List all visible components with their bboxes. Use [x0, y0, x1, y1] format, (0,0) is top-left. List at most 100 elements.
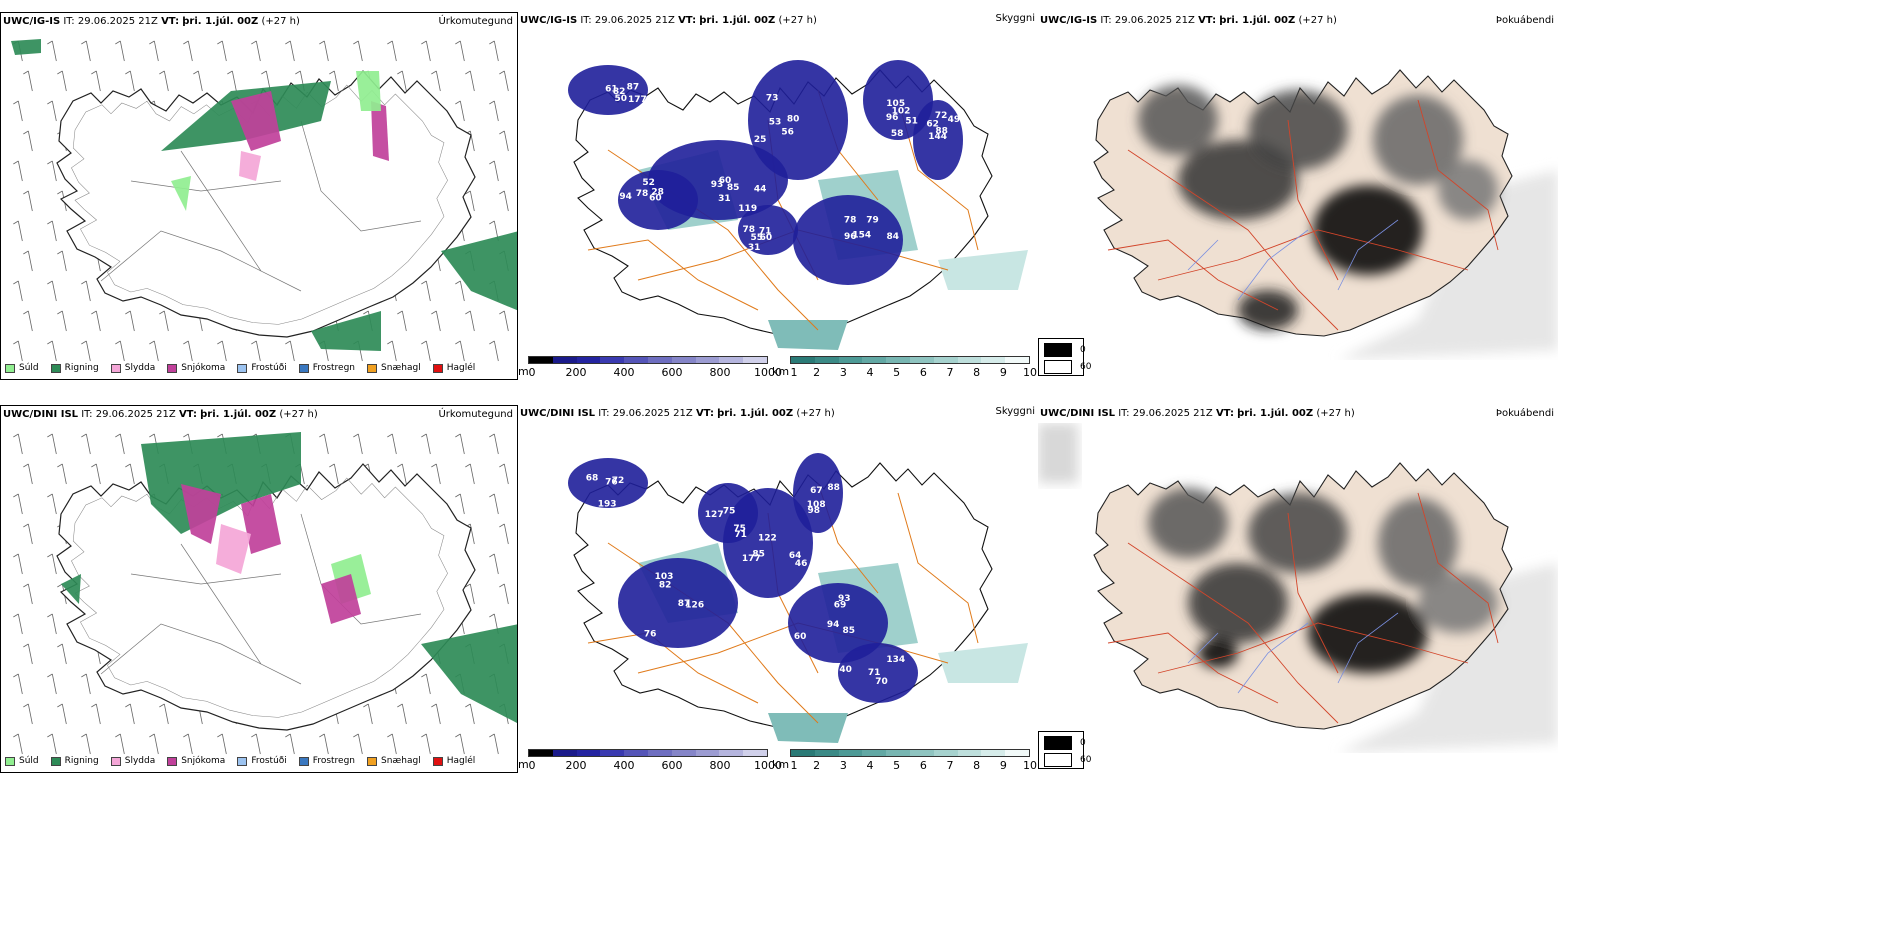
panel-label: Úrkomutegund	[438, 409, 513, 420]
fog-key: 0 60	[1038, 338, 1091, 376]
fog-key: 0 60	[1038, 731, 1091, 769]
legend-label: Snjókoma	[181, 756, 226, 766]
colorbar-cell	[552, 357, 577, 363]
legend-label: Haglél	[446, 756, 476, 766]
legend-swatch	[50, 756, 61, 766]
legend-item: Frostúði	[237, 756, 287, 766]
colorbar-cell	[933, 750, 958, 756]
colorbar-tick: 9	[999, 759, 1007, 772]
panel-label: Úrkomutegund	[438, 16, 513, 27]
panel-label: Þokuábendi	[1495, 15, 1554, 26]
legend-label: Rigning	[64, 363, 99, 373]
cloud-value-label: 53	[769, 118, 782, 128]
cloud-panel-bottom: UWC/DINI ISL IT: 29.06.2025 21Z VT: þri.…	[518, 405, 1038, 775]
colorbar-tick: 6	[919, 759, 927, 772]
legend-swatch	[167, 756, 178, 766]
colorbar-cell	[576, 357, 601, 363]
legend-swatch	[298, 363, 309, 373]
cloud-value-label: 122	[758, 534, 777, 544]
cloud-value-label: 85	[752, 549, 765, 559]
cloud-value-label: 80	[787, 114, 800, 124]
colorbar-cell	[791, 750, 815, 756]
fog-map	[1038, 423, 1558, 753]
precip-legend: Súld Rigning Slydda Snjókoma Frostúði Frostre…	[5, 363, 475, 373]
legend-item: Haglél	[432, 756, 476, 766]
cloud-value-label: 62	[926, 120, 939, 130]
colorbar-tick: 4	[866, 759, 874, 772]
ceiling-colorbar: m 0 200 400 600 800 1000	[518, 354, 782, 379]
colorbar-cell	[1005, 357, 1029, 363]
colorbar-unit: km	[772, 758, 790, 771]
colorbar-cell	[886, 357, 910, 363]
visibility-colorbar: km 1 2 3 4 5 6 7 8 9 10	[772, 354, 1037, 379]
legend-item: Súld	[5, 363, 39, 373]
colorbar-cell	[600, 750, 625, 756]
legend-item: Súld	[5, 756, 39, 766]
panel-label: Skyggni	[995, 406, 1035, 417]
legend-label: Snæhagl	[381, 756, 421, 766]
cloud-value-label: 88	[935, 126, 948, 136]
cloud-map: 87 85 69 75 40 76 108 82 64 60 75 70 68 88 76 122 85 127 1…	[568, 453, 1028, 743]
cloud-value-label: 72	[612, 476, 625, 486]
legend-item: Haglél	[432, 363, 475, 373]
cloud-value-label: 40	[839, 665, 852, 675]
legend-swatch	[50, 363, 61, 373]
cloud-value-label: 49	[948, 115, 961, 125]
fog-key-low: 0	[1080, 738, 1086, 748]
colorbar-cell	[576, 750, 601, 756]
legend-item: Snjókoma	[167, 363, 225, 373]
colorbar-tick: 600	[661, 366, 683, 379]
colorbar-tick: 800	[709, 759, 731, 772]
cloud-value-label: 31	[748, 243, 761, 253]
cloud-value-label: 96	[844, 232, 857, 242]
cloud-value-label: 78	[743, 225, 756, 235]
legend-label: Frostúði	[251, 363, 287, 373]
colorbar-tick: 1000	[754, 759, 782, 772]
colorbar-tick: 0	[528, 759, 536, 772]
cloud-value-label: 98	[808, 506, 821, 516]
cloud-value-label: 88	[827, 483, 840, 493]
colorbar-cell	[909, 750, 934, 756]
cloud-value-label: 68	[586, 473, 599, 483]
precip-panel-bottom: UWC/DINI ISL IT: 29.06.2025 21Z VT: þri.…	[0, 405, 518, 773]
colorbar-strip	[790, 749, 1030, 757]
colorbar-cell	[1005, 750, 1029, 756]
cloud-value-label: 51	[905, 116, 918, 126]
panel-title: UWC/IG-IS IT: 29.06.2025 21Z VT: þri. 1.…	[1040, 15, 1337, 26]
colorbar-tick: 2	[813, 759, 821, 772]
cloud-value-label: 82	[613, 87, 626, 97]
colorbar-strip	[790, 356, 1030, 364]
cloud-value-label: 71	[734, 530, 747, 540]
cloud-value-label: 75	[723, 506, 736, 516]
cloud-value-label: 94	[827, 620, 840, 630]
colorbar-cell	[957, 750, 982, 756]
cloud-value-label: 119	[738, 204, 757, 214]
cloud-value-label: 84	[887, 232, 900, 242]
cloud-value-label: 105	[886, 99, 905, 109]
legend-item: Frostregn	[298, 363, 356, 373]
fog-key-high-swatch	[1044, 753, 1072, 767]
fog-panel-bottom: UWC/DINI ISL IT: 29.06.2025 21Z VT: þri.…	[1038, 405, 1558, 775]
legend-swatch	[167, 363, 178, 373]
cloud-value-label: 44	[754, 185, 767, 195]
colorbar-tick: 10	[1023, 759, 1037, 772]
cloud-value-label: 102	[892, 107, 911, 117]
cloud-value-label: 126	[685, 600, 704, 610]
legend-item: Slydda	[110, 363, 155, 373]
precip-map	[11, 39, 517, 362]
cloud-value-label: 93	[711, 180, 724, 190]
colorbar-cell	[862, 750, 887, 756]
cloud-value-label: 108	[807, 500, 826, 510]
legend-label: Frostregn	[312, 363, 356, 373]
legend-item: Rigning	[50, 363, 99, 373]
legend-item: Frostregn	[298, 756, 355, 766]
cloud-value-label: 71	[759, 227, 772, 237]
cloud-value-label: 67	[810, 486, 823, 496]
cloud-value-label: 87	[627, 82, 640, 92]
cloud-value-label: 75	[733, 524, 746, 534]
legend-swatch	[432, 756, 443, 766]
colorbar-cell	[552, 750, 577, 756]
legend-label: Snjókoma	[181, 363, 226, 373]
colorbar-cell	[981, 750, 1006, 756]
cloud-value-label: 177	[628, 95, 647, 105]
